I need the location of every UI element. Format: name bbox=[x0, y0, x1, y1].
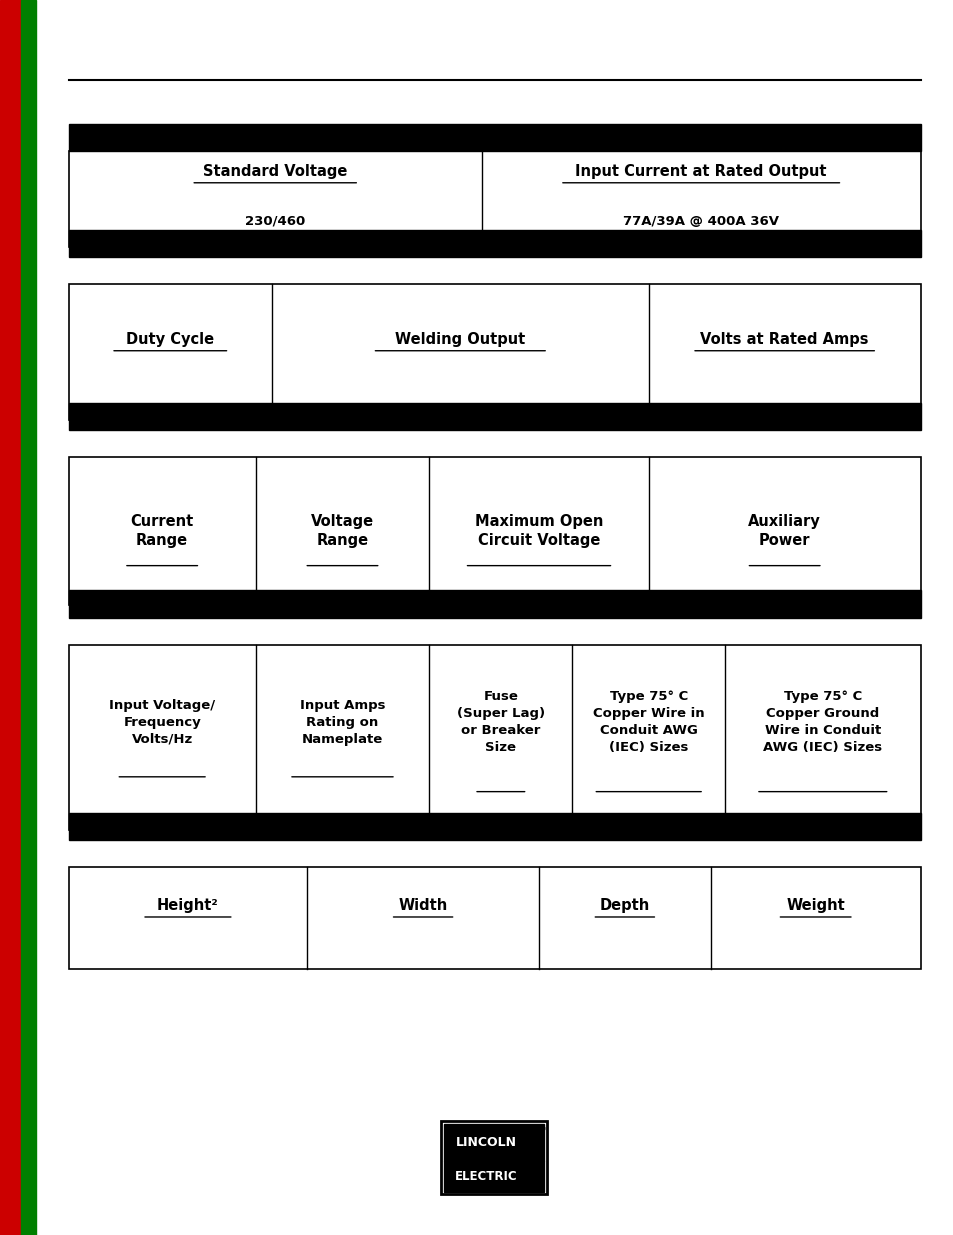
Text: Welding Output: Welding Output bbox=[395, 332, 525, 347]
Text: ELECTRIC: ELECTRIC bbox=[455, 1170, 517, 1183]
Text: Maximum Open
Circuit Voltage: Maximum Open Circuit Voltage bbox=[475, 514, 602, 548]
Bar bbox=[69, 230, 920, 257]
Text: Weight: Weight bbox=[785, 898, 844, 914]
Bar bbox=[69, 124, 920, 151]
Text: Return to Master TOC: Return to Master TOC bbox=[24, 266, 33, 377]
Bar bbox=[69, 645, 920, 830]
Text: 77A/39A @ 400A 36V: 77A/39A @ 400A 36V bbox=[622, 215, 779, 227]
Text: Type 75° C
Copper Ground
Wire in Conduit
AWG (IEC) Sizes: Type 75° C Copper Ground Wire in Conduit… bbox=[762, 690, 882, 755]
Bar bbox=[69, 590, 920, 618]
Text: Duty Cycle: Duty Cycle bbox=[126, 332, 214, 347]
Bar bbox=[444, 1161, 543, 1192]
Text: Current
Range: Current Range bbox=[131, 514, 193, 548]
Text: Return to Section TOC: Return to Section TOC bbox=[7, 987, 16, 1100]
Text: Input Current at Rated Output: Input Current at Rated Output bbox=[575, 164, 826, 179]
Text: Return to Master TOC: Return to Master TOC bbox=[24, 988, 33, 1099]
Text: Return to Section TOC: Return to Section TOC bbox=[7, 264, 16, 378]
Bar bbox=[444, 1124, 543, 1161]
Text: Height²: Height² bbox=[157, 898, 218, 914]
Bar bbox=[69, 867, 920, 969]
Text: Depth: Depth bbox=[599, 898, 649, 914]
Bar bbox=[69, 284, 920, 420]
Text: Type 75° C
Copper Wire in
Conduit AWG
(IEC) Sizes: Type 75° C Copper Wire in Conduit AWG (I… bbox=[592, 690, 704, 755]
Text: Standard Voltage: Standard Voltage bbox=[203, 164, 347, 179]
Bar bbox=[0, 0, 21, 1235]
Bar bbox=[69, 151, 920, 247]
Text: Width: Width bbox=[398, 898, 447, 914]
Text: Volts at Rated Amps: Volts at Rated Amps bbox=[700, 332, 868, 347]
Text: Voltage
Range: Voltage Range bbox=[311, 514, 374, 548]
Bar bbox=[69, 403, 920, 430]
Text: Input Voltage/
Frequency
Volts/Hz: Input Voltage/ Frequency Volts/Hz bbox=[109, 699, 215, 746]
Text: Fuse
(Super Lag)
or Breaker
Size: Fuse (Super Lag) or Breaker Size bbox=[456, 690, 544, 755]
Text: ®: ® bbox=[538, 1125, 545, 1135]
Bar bbox=[21, 0, 36, 1235]
Text: LINCOLN: LINCOLN bbox=[456, 1136, 517, 1149]
Text: 230/460: 230/460 bbox=[245, 215, 305, 227]
Text: Return to Section TOC: Return to Section TOC bbox=[7, 573, 16, 687]
Bar bbox=[69, 813, 920, 840]
Text: Return to Master TOC: Return to Master TOC bbox=[24, 574, 33, 685]
Bar bbox=[69, 457, 920, 605]
Bar bbox=[440, 1121, 546, 1194]
Text: Input Amps
Rating on
Nameplate: Input Amps Rating on Nameplate bbox=[299, 699, 385, 746]
Text: Auxiliary
Power: Auxiliary Power bbox=[747, 514, 821, 548]
